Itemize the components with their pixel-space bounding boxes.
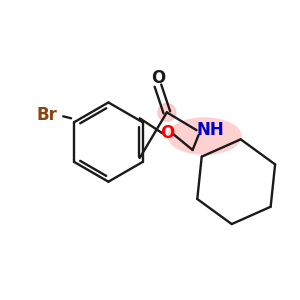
Text: O: O [160,124,174,142]
Text: Br: Br [37,106,58,124]
Circle shape [158,103,176,121]
Text: NH: NH [196,121,224,139]
Text: O: O [151,69,165,87]
Ellipse shape [167,117,242,155]
